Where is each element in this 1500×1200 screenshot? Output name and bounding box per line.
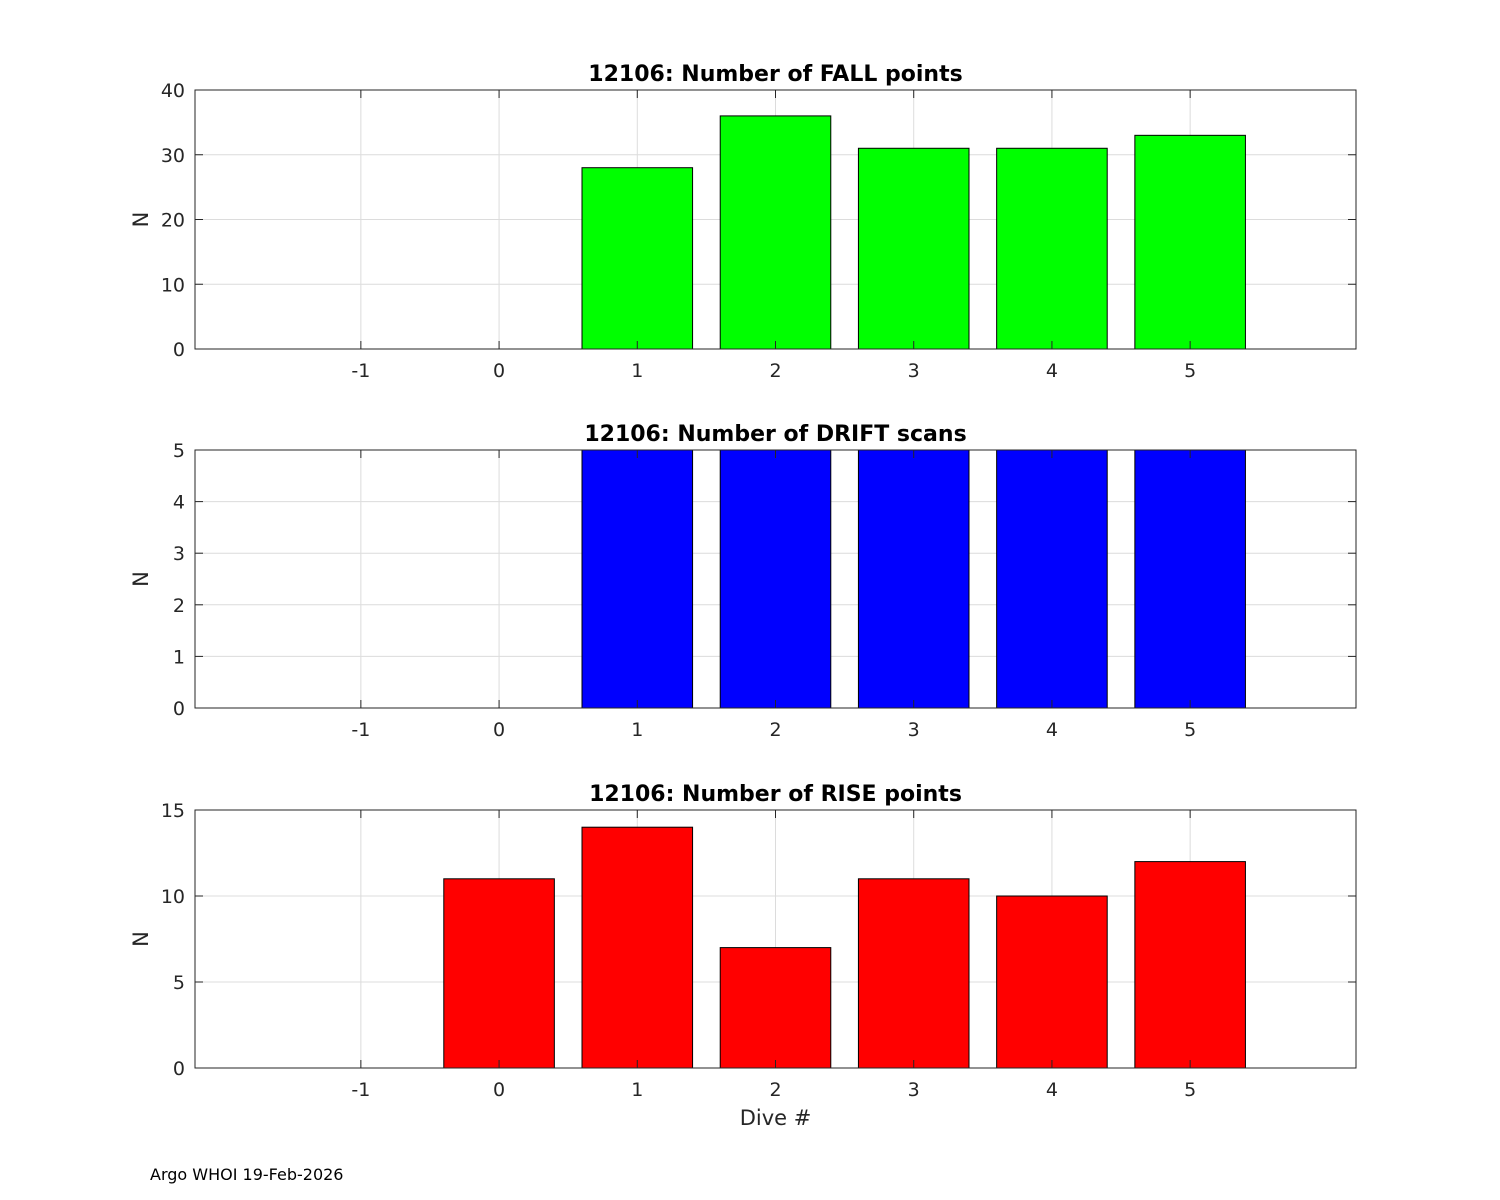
bar-dive-3 — [857, 878, 970, 1069]
chart-panel-2: -1 0 1 2 3 4 5 0 1 2 3 4 5 12106: Number of DRIFT sca… — [129, 422, 1357, 741]
x-tick-label: 2 — [769, 360, 781, 382]
x-tick-label: 1 — [631, 1079, 643, 1101]
footer-stamp: Argo WHOI 19-Feb-2026 — [150, 1165, 344, 1184]
bar-dive-3 — [857, 147, 970, 350]
y-tick-label: 0 — [173, 698, 185, 720]
bar-dive-2 — [719, 947, 832, 1069]
x-tick-label: 0 — [493, 360, 505, 382]
x-tick-label: 4 — [1046, 719, 1058, 741]
x-tick-label: 2 — [769, 1079, 781, 1101]
bar-dive-1 — [581, 826, 694, 1069]
bar-dive-1 — [581, 167, 694, 350]
y-tick-label: 0 — [173, 1058, 185, 1080]
bar-dive-4 — [996, 147, 1108, 350]
x-tick-label: 3 — [908, 360, 920, 382]
bar-dive-5 — [1134, 449, 1246, 709]
bar-dive-4 — [996, 449, 1108, 709]
x-tick-label: 2 — [769, 719, 781, 741]
x-tick-label: -1 — [351, 719, 370, 741]
x-tick-label: 1 — [631, 719, 643, 741]
bar-dive-2 — [719, 115, 832, 350]
x-tick-label: 0 — [493, 719, 505, 741]
chart-title: 12106: Number of FALL points — [588, 62, 962, 87]
x-tick-label: 1 — [631, 360, 643, 382]
x-tick-label: 5 — [1184, 360, 1196, 382]
y-tick-label: 0 — [173, 339, 185, 361]
y-tick-label: 4 — [173, 492, 185, 514]
x-axis-label: Dive # — [740, 1106, 812, 1130]
x-tick-label: 5 — [1184, 1079, 1196, 1101]
x-tick-label: 0 — [493, 1079, 505, 1101]
bar-dive-3 — [857, 449, 970, 709]
bar-dive-5 — [1134, 861, 1246, 1069]
y-tick-label: 40 — [161, 80, 185, 102]
bar-dive-1 — [581, 449, 694, 709]
y-tick-label: 10 — [161, 274, 185, 296]
bar-dive-4 — [996, 895, 1108, 1069]
x-tick-label: 4 — [1046, 1079, 1058, 1101]
bar-dive-2 — [719, 449, 832, 709]
chart-title: 12106: Number of RISE points — [589, 782, 962, 807]
y-tick-label: 20 — [161, 210, 185, 232]
chart-panel-3: -1 0 1 2 3 4 5 0 5 10 15 12106: Number of RISE poin… — [129, 782, 1357, 1130]
chart-panel-1: -1 0 1 2 3 4 5 0 10 20 30 40 12106: Number of FALL p… — [129, 62, 1357, 382]
y-tick-label: 3 — [173, 543, 185, 565]
bar-dive-0 — [443, 878, 555, 1069]
bar-dive-5 — [1134, 134, 1246, 350]
chart-title: 12106: Number of DRIFT scans — [584, 422, 966, 447]
x-tick-label: 3 — [908, 719, 920, 741]
x-tick-label: -1 — [351, 1079, 370, 1101]
y-tick-label: 30 — [161, 145, 185, 167]
x-tick-label: -1 — [351, 360, 370, 382]
y-tick-label: 5 — [173, 440, 185, 462]
y-axis-label: N — [129, 212, 153, 228]
y-tick-label: 1 — [173, 646, 185, 668]
y-axis-label: N — [129, 931, 153, 947]
x-tick-label: 3 — [908, 1079, 920, 1101]
y-axis-label: N — [129, 571, 153, 587]
y-tick-label: 15 — [161, 800, 185, 822]
x-tick-label: 4 — [1046, 360, 1058, 382]
x-tick-label: 5 — [1184, 719, 1196, 741]
y-tick-label: 10 — [161, 886, 185, 908]
y-tick-label: 2 — [173, 595, 185, 617]
y-tick-label: 5 — [173, 972, 185, 994]
